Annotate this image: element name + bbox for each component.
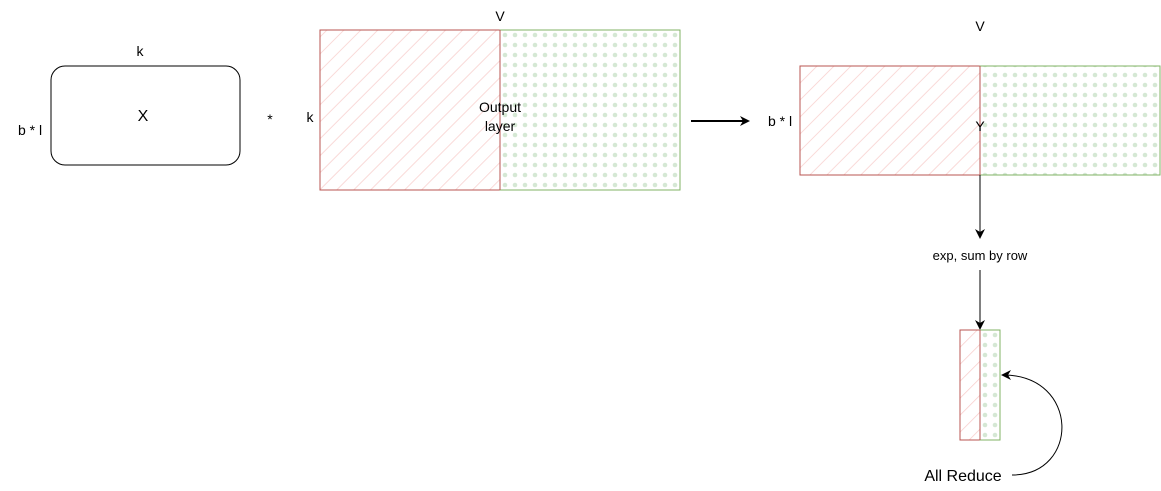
matrix-x-label: X (138, 108, 149, 125)
output-layer-center-label-line2: layer (485, 118, 516, 134)
output-layer-top-label: V (495, 8, 505, 24)
all-reduce-arrow (1001, 370, 1063, 476)
reduced-vector-red-shard (959, 329, 981, 441)
result-y-green-shard (979, 65, 1161, 176)
multiply-symbol: * (267, 111, 273, 127)
result-y-left-label: b * l (768, 113, 792, 129)
matrix-x-left-label: b * l (18, 122, 42, 138)
output-layer-red-shard (319, 29, 501, 191)
result-y-matrix: V b * l Y (768, 18, 1161, 176)
output-layer-left-label: k (307, 109, 315, 125)
output-layer-green-shard (499, 29, 681, 191)
step-label: exp, sum by row (933, 248, 1028, 263)
matrix-x: X k b * l (18, 43, 241, 166)
result-y-center-label: Y (975, 118, 985, 134)
reduced-vector-green-shard (979, 329, 1001, 441)
output-layer-matrix: V k Output layer (307, 8, 681, 191)
output-layer-center-label-line1: Output (479, 99, 521, 115)
matrix-x-box (50, 65, 241, 166)
matrix-x-top-label: k (137, 43, 145, 59)
reduced-vector (959, 329, 1001, 441)
result-y-top-label: V (975, 18, 985, 34)
result-y-red-shard (799, 65, 981, 176)
all-reduce-label: All Reduce (924, 468, 1001, 485)
